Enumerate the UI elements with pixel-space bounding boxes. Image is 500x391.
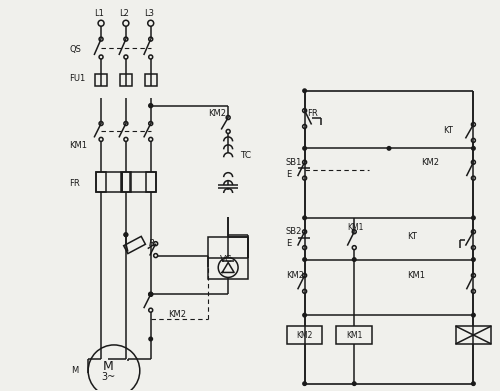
Circle shape: [124, 233, 128, 237]
Circle shape: [148, 104, 152, 108]
Text: KM2: KM2: [168, 310, 186, 319]
Text: E: E: [286, 239, 291, 248]
Circle shape: [472, 313, 475, 317]
Circle shape: [472, 147, 475, 150]
Text: KM1: KM1: [70, 141, 87, 150]
Text: E: E: [286, 170, 291, 179]
Text: KT: KT: [444, 126, 454, 135]
Bar: [456, 326, 492, 344]
Text: KM2: KM2: [296, 330, 313, 339]
Circle shape: [472, 258, 475, 261]
Circle shape: [352, 382, 356, 386]
Bar: [96, 172, 106, 192]
Bar: [145, 74, 156, 86]
Text: FR: FR: [308, 109, 318, 118]
Text: SB2: SB2: [286, 227, 302, 236]
Text: FU1: FU1: [70, 74, 86, 83]
Text: TC: TC: [240, 151, 251, 160]
Text: KT: KT: [407, 232, 417, 241]
Bar: [120, 74, 132, 86]
Bar: [121, 172, 131, 192]
Circle shape: [124, 233, 128, 237]
Circle shape: [149, 337, 152, 341]
Text: 3~: 3~: [101, 372, 115, 382]
Bar: [124, 237, 146, 254]
Text: FR: FR: [70, 179, 80, 188]
Text: M: M: [102, 360, 114, 373]
Text: R: R: [148, 239, 154, 248]
Circle shape: [303, 313, 306, 317]
Circle shape: [352, 258, 356, 261]
Circle shape: [303, 382, 306, 386]
Text: KM1: KM1: [348, 223, 364, 232]
Text: KM1: KM1: [407, 271, 425, 280]
Circle shape: [472, 382, 475, 386]
Bar: [286, 326, 322, 344]
Text: M: M: [72, 366, 78, 375]
Circle shape: [472, 216, 475, 220]
Bar: [96, 172, 156, 192]
Text: KM2: KM2: [421, 158, 439, 167]
Circle shape: [387, 147, 391, 150]
Text: L3: L3: [144, 9, 154, 18]
Circle shape: [303, 147, 306, 150]
Circle shape: [149, 292, 152, 296]
Bar: [95, 74, 107, 86]
Text: L2: L2: [119, 9, 129, 18]
Bar: [336, 326, 372, 344]
Text: KM1: KM1: [346, 330, 362, 339]
Bar: [208, 237, 248, 280]
Text: KM2: KM2: [286, 271, 304, 280]
Circle shape: [303, 89, 306, 93]
Text: QS: QS: [70, 45, 81, 54]
Text: L1: L1: [94, 9, 104, 18]
Text: VC: VC: [220, 255, 232, 264]
Text: SB1: SB1: [286, 158, 302, 167]
Text: KM2: KM2: [208, 109, 226, 118]
Circle shape: [303, 216, 306, 220]
Bar: [146, 172, 156, 192]
Circle shape: [303, 258, 306, 261]
